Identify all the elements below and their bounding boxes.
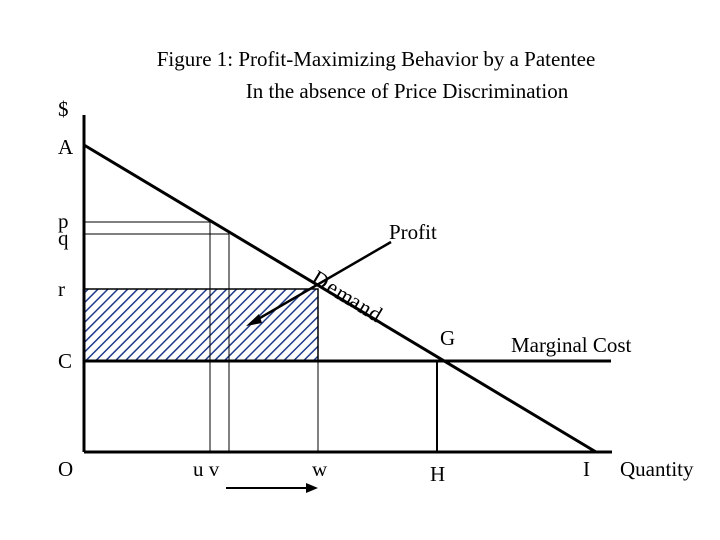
x-axis-label: Quantity: [620, 457, 694, 481]
point-g-label: G: [440, 326, 455, 350]
tick-label-w: w: [312, 457, 328, 481]
tick-label-p: p: [58, 209, 69, 233]
tick-label-i: I: [583, 457, 590, 481]
marginal-cost-label: Marginal Cost: [511, 333, 632, 357]
tick-label-a: A: [58, 135, 74, 159]
profit-area: [83, 288, 319, 362]
figure-title-line2: In the absence of Price Discrimination: [246, 79, 569, 103]
tick-label-h: H: [430, 462, 445, 486]
tick-label-uv: u v: [193, 457, 220, 481]
profit-arrowhead: [246, 314, 262, 326]
tick-label-q: q: [58, 226, 69, 250]
demand-label: D e m a n d: [307, 265, 386, 327]
tick-label-r: r: [58, 277, 65, 301]
tick-label-c: C: [58, 349, 72, 373]
profit-pointer-arrow: [252, 240, 392, 324]
figure-title-line1: Figure 1: Profit-Maximizing Behavior by …: [157, 47, 596, 71]
y-axis-label: $: [58, 97, 69, 121]
demand-line: [83, 143, 597, 454]
origin-label: O: [58, 457, 73, 481]
quantity-change-arrowhead: [306, 483, 318, 493]
profit-label: Profit: [389, 220, 437, 244]
